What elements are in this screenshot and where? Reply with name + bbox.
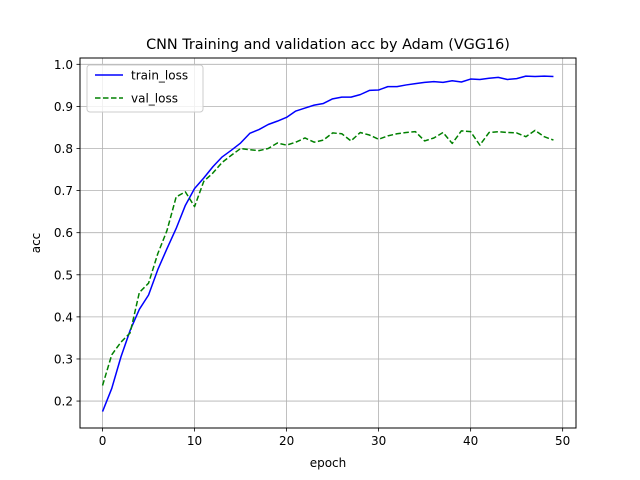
plot-area	[80, 58, 576, 428]
plot-frame	[79, 57, 577, 429]
y-axis-label: acc	[29, 233, 43, 254]
y-tick-label: 0.9	[54, 100, 73, 114]
y-tick-label: 0.2	[54, 395, 73, 409]
y-tick-label: 0.7	[54, 184, 73, 198]
legend-label-val-loss: val_loss	[131, 92, 178, 106]
chart-title: CNN Training and validation acc by Adam …	[146, 37, 510, 53]
x-tick-label: 10	[187, 434, 202, 448]
x-tick-label: 40	[463, 434, 478, 448]
y-tick-label: 0.4	[54, 310, 73, 324]
y-tick-label: 0.5	[54, 268, 73, 282]
x-tick-label: 20	[279, 434, 294, 448]
y-tick-label: 1.0	[54, 58, 73, 72]
legend-label-train-loss: train_loss	[131, 69, 188, 83]
series-line-val-loss	[101, 129, 554, 386]
x-tick-label: 30	[371, 434, 386, 448]
x-tick-label: 50	[555, 434, 570, 448]
legend: train_loss val_loss	[86, 64, 204, 113]
y-tick-label: 0.8	[54, 142, 73, 156]
ticks: 0 10 20 30 40 50 0.2 0.3 0.4 0.5 0.6 0.7 0.8 0.9 1.0	[54, 58, 570, 448]
grid	[80, 58, 576, 428]
x-axis-label: epoch	[310, 456, 347, 470]
series-line-train-loss	[101, 75, 554, 412]
series-layer	[101, 75, 554, 412]
y-tick-label: 0.6	[54, 226, 73, 240]
x-tick-label: 0	[99, 434, 107, 448]
y-tick-label: 0.3	[54, 352, 73, 366]
legend-box	[86, 64, 204, 113]
